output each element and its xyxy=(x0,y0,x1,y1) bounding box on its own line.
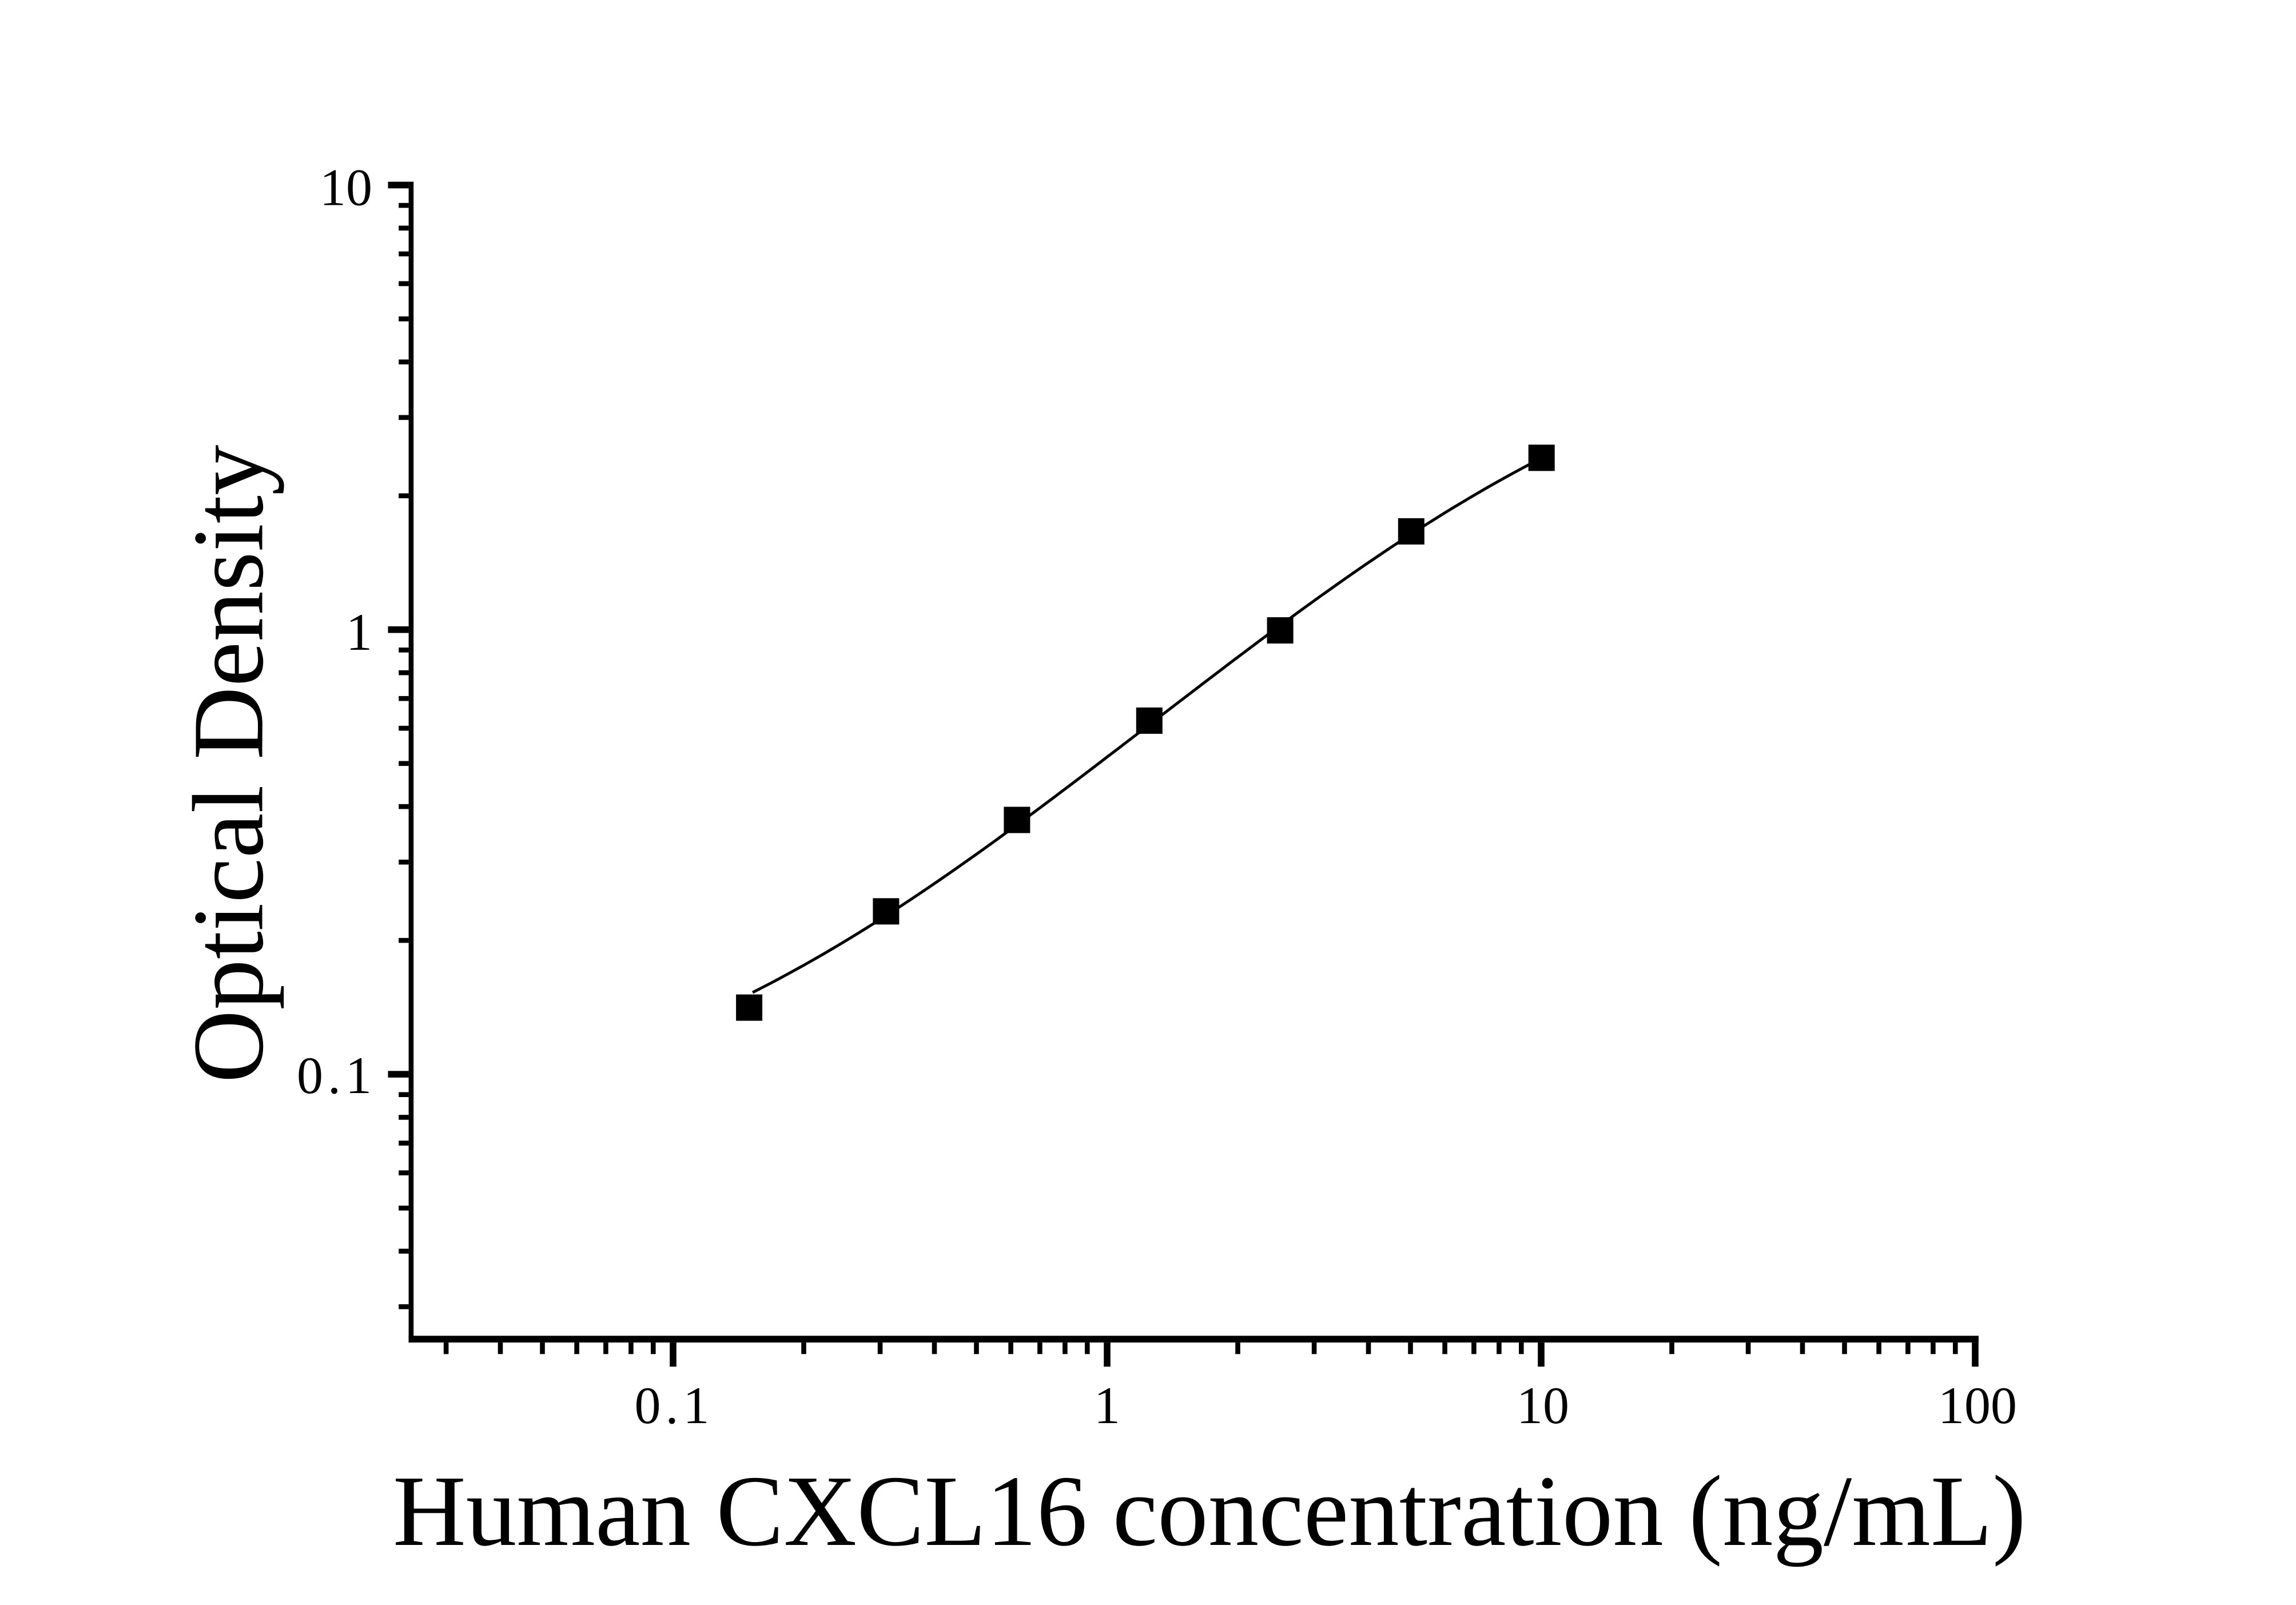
svg-text:1: 1 xyxy=(1094,1376,1120,1435)
svg-text:Optical Density: Optical Density xyxy=(173,445,285,1083)
svg-text:10: 10 xyxy=(1517,1376,1569,1435)
svg-text:Human CXCL16 concentration (ng: Human CXCL16 concentration (ng/mL) xyxy=(393,1455,2026,1567)
svg-text:100: 100 xyxy=(1938,1376,2017,1435)
svg-text:0.1: 0.1 xyxy=(297,1046,376,1105)
svg-text:1: 1 xyxy=(346,603,372,661)
svg-text:10: 10 xyxy=(320,158,372,217)
svg-text:0.1: 0.1 xyxy=(635,1376,714,1435)
